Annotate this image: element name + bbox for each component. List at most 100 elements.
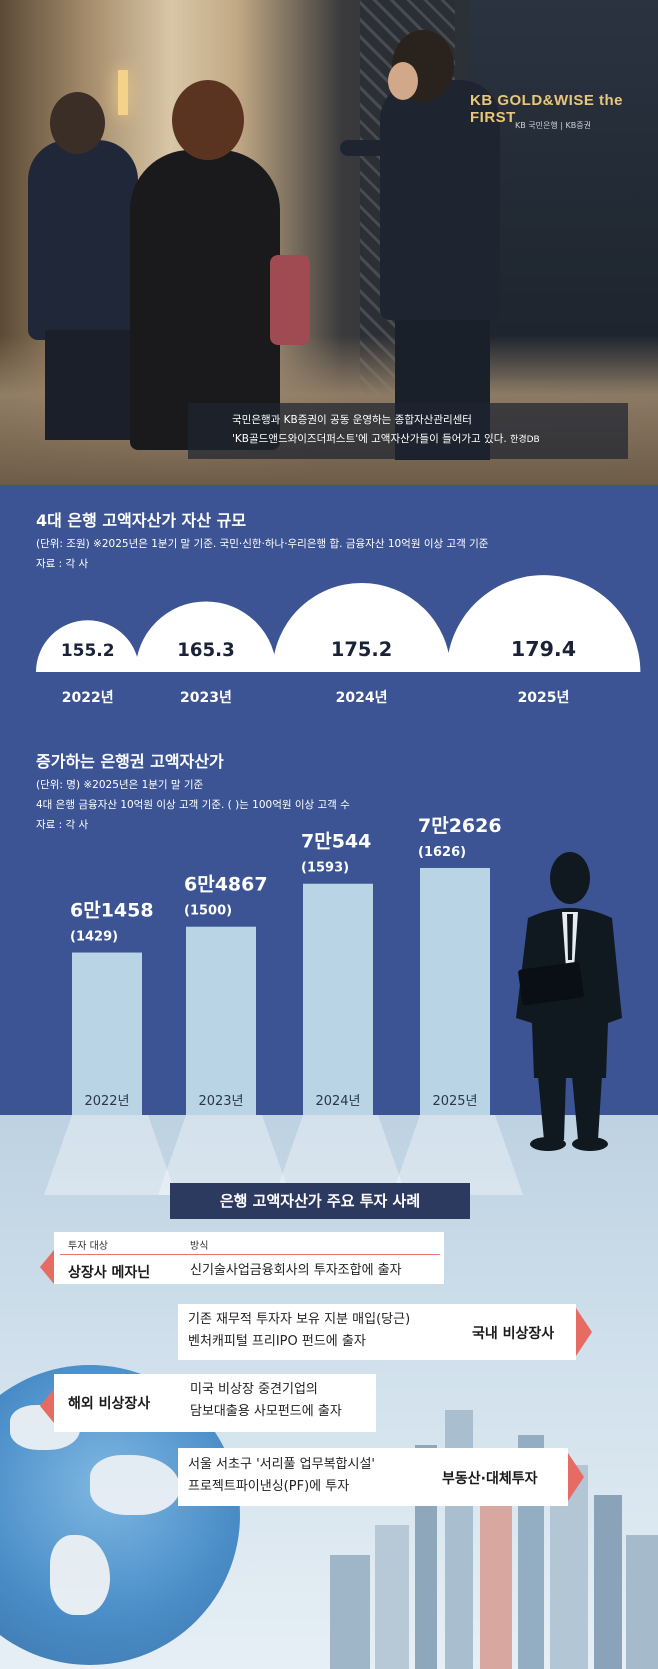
caption-line-2: 'KB골드앤드와이즈더퍼스트'에 고액자산가들이 들어가고 있다. 한경DB xyxy=(188,430,628,450)
bar-category-label-2025년: 2025년 xyxy=(432,1094,477,1109)
case-1-arrow xyxy=(40,1250,54,1284)
photo-credit: 한경DB xyxy=(510,435,540,445)
case-1-box xyxy=(54,1232,444,1284)
light-beams xyxy=(44,1115,523,1195)
case-2-desc-2: 벤처캐피털 프리IPO 펀드에 출자 xyxy=(188,1334,366,1349)
value-label-2023년: 165.3 xyxy=(177,640,235,661)
bar-sub-label-2024년: (1593) xyxy=(301,861,349,876)
bar-value-label-2022년: 6만1458 xyxy=(70,900,154,922)
building-9 xyxy=(626,1535,658,1669)
case-4-desc-2: 프로젝트파이낸싱(PF)에 투자 xyxy=(188,1479,350,1494)
person-1-body xyxy=(28,140,138,340)
person-2-bag xyxy=(270,255,310,345)
building-2 xyxy=(375,1525,409,1669)
case-2-type: 국내 비상장사 xyxy=(472,1326,555,1342)
semicircle-2025년 xyxy=(446,575,641,672)
silhouette-tie xyxy=(567,914,573,960)
case-3-arrow xyxy=(40,1389,54,1423)
silhouette-shoe-right xyxy=(572,1137,608,1151)
bar-2025년 xyxy=(420,867,490,1115)
value-label-2025년: 179.4 xyxy=(511,637,576,661)
silhouette-head xyxy=(550,852,590,904)
case-1-desc: 신기술사업금융회사의 투자조합에 출자 xyxy=(190,1263,402,1278)
semicircle-2024년 xyxy=(272,582,451,672)
chart2-bars: 6만1458 (1429) 2022년 6만4867 (1500) 2023년 7만544 (… xyxy=(70,815,502,1115)
chart1-source: 자료 : 각 사 xyxy=(36,558,89,570)
value-label-2022년: 155.2 xyxy=(61,641,115,661)
cases-title: 은행 고액자산가 주요 투자 사례 xyxy=(170,1183,470,1219)
bar-category-label-2024년: 2024년 xyxy=(315,1094,360,1109)
category-label-2024년: 2024년 xyxy=(336,690,388,706)
semicircle-2023년 xyxy=(135,601,277,672)
city-skyline xyxy=(330,1410,658,1669)
bar-value-label-2023년: 6만4867 xyxy=(184,874,268,896)
photo-lamp xyxy=(118,70,128,115)
chart2-note-2: 4대 은행 금융자산 10억원 이상 고객 기준. ( )는 100억원 이상 … xyxy=(36,799,350,811)
case-2-desc-1: 기존 재무적 투자자 보유 지분 매입(당근) xyxy=(188,1312,411,1327)
silhouette-leg-left xyxy=(538,1076,566,1140)
chart2-title: 증가하는 은행권 고액자산가 xyxy=(36,752,224,771)
case-4-desc-1: 서울 서초구 '서리풀 업무복합시설' xyxy=(188,1457,375,1472)
person-1-head xyxy=(50,92,105,154)
bar-value-label-2024년: 7만544 xyxy=(301,831,371,853)
case-3-box xyxy=(54,1374,376,1432)
category-label-2022년: 2022년 xyxy=(62,690,114,706)
building-8 xyxy=(594,1495,622,1669)
bar-2023년 xyxy=(186,926,256,1115)
header-investment-target: 투자 대상 xyxy=(68,1241,108,1252)
case-3-type: 해외 비상장사 xyxy=(68,1396,151,1412)
chart1-note: (단위: 조원) ※2025년은 1분기 말 기준. 국민·신한·하나·우리은행… xyxy=(36,538,489,550)
beam-3 xyxy=(275,1115,406,1195)
case-4-box xyxy=(178,1448,568,1506)
photo-wall xyxy=(470,0,658,380)
businessman-silhouette xyxy=(516,852,622,1151)
header-divider xyxy=(60,1254,440,1255)
bar-sub-label-2025년: (1626) xyxy=(418,845,466,860)
beam-2 xyxy=(158,1115,290,1195)
case-2-arrow xyxy=(576,1308,592,1356)
category-label-2023년: 2023년 xyxy=(180,690,232,706)
bar-value-label-2025년: 7만2626 xyxy=(418,815,502,837)
person-2-body xyxy=(130,150,280,450)
value-label-2024년: 175.2 xyxy=(331,638,392,661)
chart1-semicircles: 155.2 2022년 165.3 2023년 175.2 2024년 179.4 2025년 xyxy=(36,575,641,706)
caption-line-2-text: 'KB골드앤드와이즈더퍼스트'에 고액자산가들이 들어가고 있다. xyxy=(232,433,507,445)
bar-2022년 xyxy=(72,952,142,1115)
beam-1 xyxy=(44,1115,176,1195)
chart2-source: 자료 : 각 사 xyxy=(36,819,89,831)
case-3-desc-2: 담보대출용 사모펀드에 출자 xyxy=(190,1404,342,1419)
person-3-face xyxy=(388,62,418,100)
bar-sub-label-2022년: (1429) xyxy=(70,930,118,945)
header-method: 방식 xyxy=(190,1241,209,1252)
brand-sign: KB GOLD&WISE the FIRST xyxy=(470,92,623,126)
person-3-body xyxy=(380,80,500,320)
semicircle-2022년 xyxy=(36,620,140,672)
case-2-box xyxy=(178,1304,576,1360)
person-2-head xyxy=(172,80,244,160)
caption-line-1: 국민은행과 KB증권이 공동 운영하는 종합자산관리센터 xyxy=(232,414,472,426)
silhouette-shoe-left xyxy=(530,1137,566,1151)
globe-land-2 xyxy=(90,1455,180,1515)
bar-sub-label-2023년: (1500) xyxy=(184,904,232,919)
case-4-type: 부동산·대체투자 xyxy=(442,1471,538,1487)
news-photo: KB GOLD&WISE the FIRST KB 국민은행 | KB증권 국민… xyxy=(0,0,658,485)
bar-2024년 xyxy=(303,883,373,1115)
person-3-arm xyxy=(340,140,395,156)
case-1-type: 상장사 메자닌 xyxy=(68,1265,151,1281)
silhouette-leg-right xyxy=(572,1076,602,1140)
chart1-title: 4대 은행 고액자산가 자산 규모 xyxy=(36,511,247,530)
category-label-2025년: 2025년 xyxy=(518,690,570,706)
photo-caption: 국민은행과 KB증권이 공동 운영하는 종합자산관리센터 'KB골드앤드와이즈더… xyxy=(188,403,628,459)
building-5 xyxy=(480,1475,512,1669)
chart2-note: (단위: 명) ※2025년은 1분기 말 기준 xyxy=(36,779,204,791)
person-1-legs xyxy=(45,330,135,440)
beam-4 xyxy=(392,1115,523,1195)
bar-category-label-2023년: 2023년 xyxy=(198,1094,243,1109)
bar-category-label-2022년: 2022년 xyxy=(84,1094,129,1109)
brand-sign-sub: KB 국민은행 | KB증권 xyxy=(515,121,591,130)
globe-land-3 xyxy=(50,1535,110,1615)
silhouette-folder xyxy=(518,961,584,1006)
building-1 xyxy=(330,1555,370,1669)
case-4-arrow xyxy=(568,1453,584,1501)
